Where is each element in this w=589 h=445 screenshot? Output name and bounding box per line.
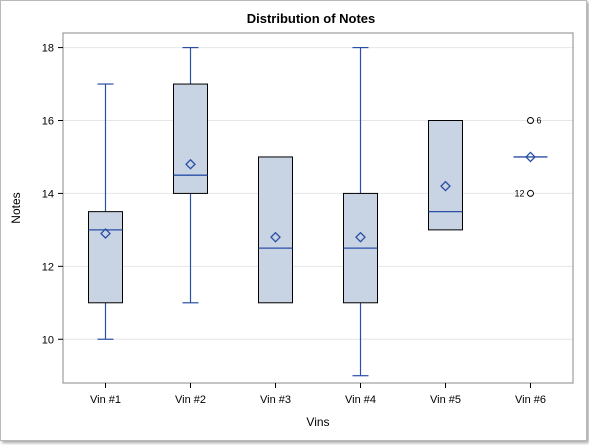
y-tick-label: 14: [42, 188, 54, 200]
x-axis: Vin #1 Vin #2 Vin #3 Vin #4 Vin #5 Vin #6: [90, 383, 546, 406]
grid-lines: [63, 47, 573, 340]
mean-marker: [525, 151, 536, 163]
box-group: [343, 46, 378, 377]
y-tick-label: 16: [42, 116, 54, 128]
y-tick-label: 12: [42, 261, 54, 273]
box-group: [428, 120, 463, 231]
box: [428, 120, 463, 231]
x-tick-label: Vin #3: [260, 394, 291, 406]
chart-title: Distribution of Notes: [247, 11, 376, 26]
box: [258, 156, 293, 304]
x-tick-label: Vin #5: [430, 394, 461, 406]
x-tick-label: Vin #6: [515, 394, 546, 406]
outlier-point: [527, 189, 534, 197]
box: [88, 211, 123, 304]
x-axis-label: Vins: [306, 415, 329, 429]
box-group: 6 12: [513, 116, 548, 198]
box-group: [173, 46, 208, 304]
outlier-label: 6: [537, 116, 542, 126]
y-axis: 10 12 14 16 18: [42, 43, 63, 346]
mean-marker: [100, 228, 111, 239]
mean-marker: [270, 231, 281, 243]
box-plot-chart: Distribution of Notes 6 12 10 12 14 16 18 Vin…: [9, 11, 574, 429]
plot-area-border: [62, 32, 574, 384]
y-tick-label: 10: [42, 334, 54, 346]
y-axis-label: Notes: [9, 192, 23, 223]
mean-marker: [185, 158, 196, 170]
outlier-label: 12: [514, 188, 524, 198]
x-tick-label: Vin #4: [345, 394, 376, 406]
x-tick-label: Vin #1: [90, 394, 121, 406]
box: [173, 83, 208, 194]
x-tick-label: Vin #2: [175, 394, 206, 406]
mean-marker: [355, 231, 366, 243]
mean-marker: [440, 180, 451, 192]
box-group: [88, 83, 123, 340]
boxes: 6 12: [88, 46, 548, 377]
y-tick-label: 18: [42, 43, 54, 55]
outlier-point: [527, 117, 534, 124]
box-group: [258, 156, 293, 304]
